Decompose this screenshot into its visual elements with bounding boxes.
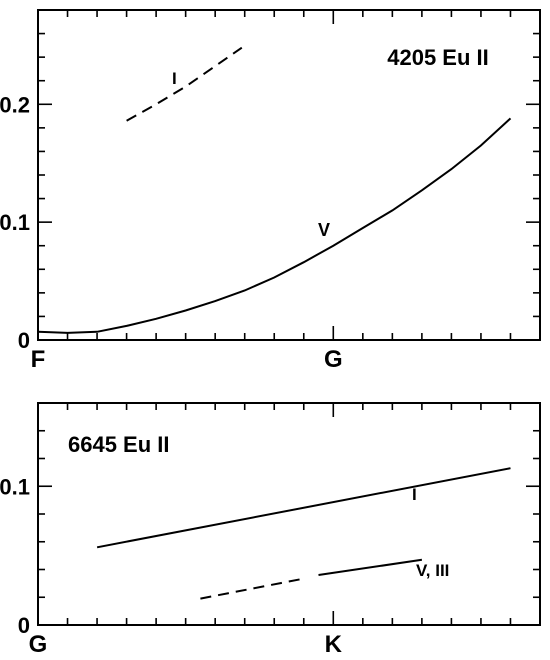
series-label: I [172, 69, 177, 88]
series-line-v-iii [200, 578, 301, 600]
y-tick-label: 0.1 [0, 210, 30, 235]
x-tick-label: K [325, 631, 343, 658]
series-label: V, III [416, 561, 449, 580]
chart-panel-1: 0 0.1 0.2 F G 4205 Eu II I V [0, 9, 541, 373]
chart-title: 6645 Eu II [68, 432, 170, 457]
x-tick-label: G [324, 346, 343, 373]
x-tick-label: G [29, 631, 48, 658]
y-tick-label: 0 [18, 328, 30, 353]
series-line-v-iii [318, 558, 423, 576]
x-tick-label: F [31, 346, 46, 373]
series-line-i [96, 467, 511, 549]
y-tick-label: 0.2 [0, 92, 30, 117]
y-tick-label: 0.1 [0, 474, 30, 499]
series-label: I [412, 485, 417, 504]
series-label: V [318, 220, 330, 240]
series-line-i [126, 46, 243, 122]
series-line-v [37, 117, 512, 334]
chart-title: 4205 Eu II [387, 45, 489, 70]
chart-panel-2: 0 0.1 G K 6645 Eu II I V, III [0, 402, 541, 658]
y-tick-label: 0 [18, 613, 30, 638]
